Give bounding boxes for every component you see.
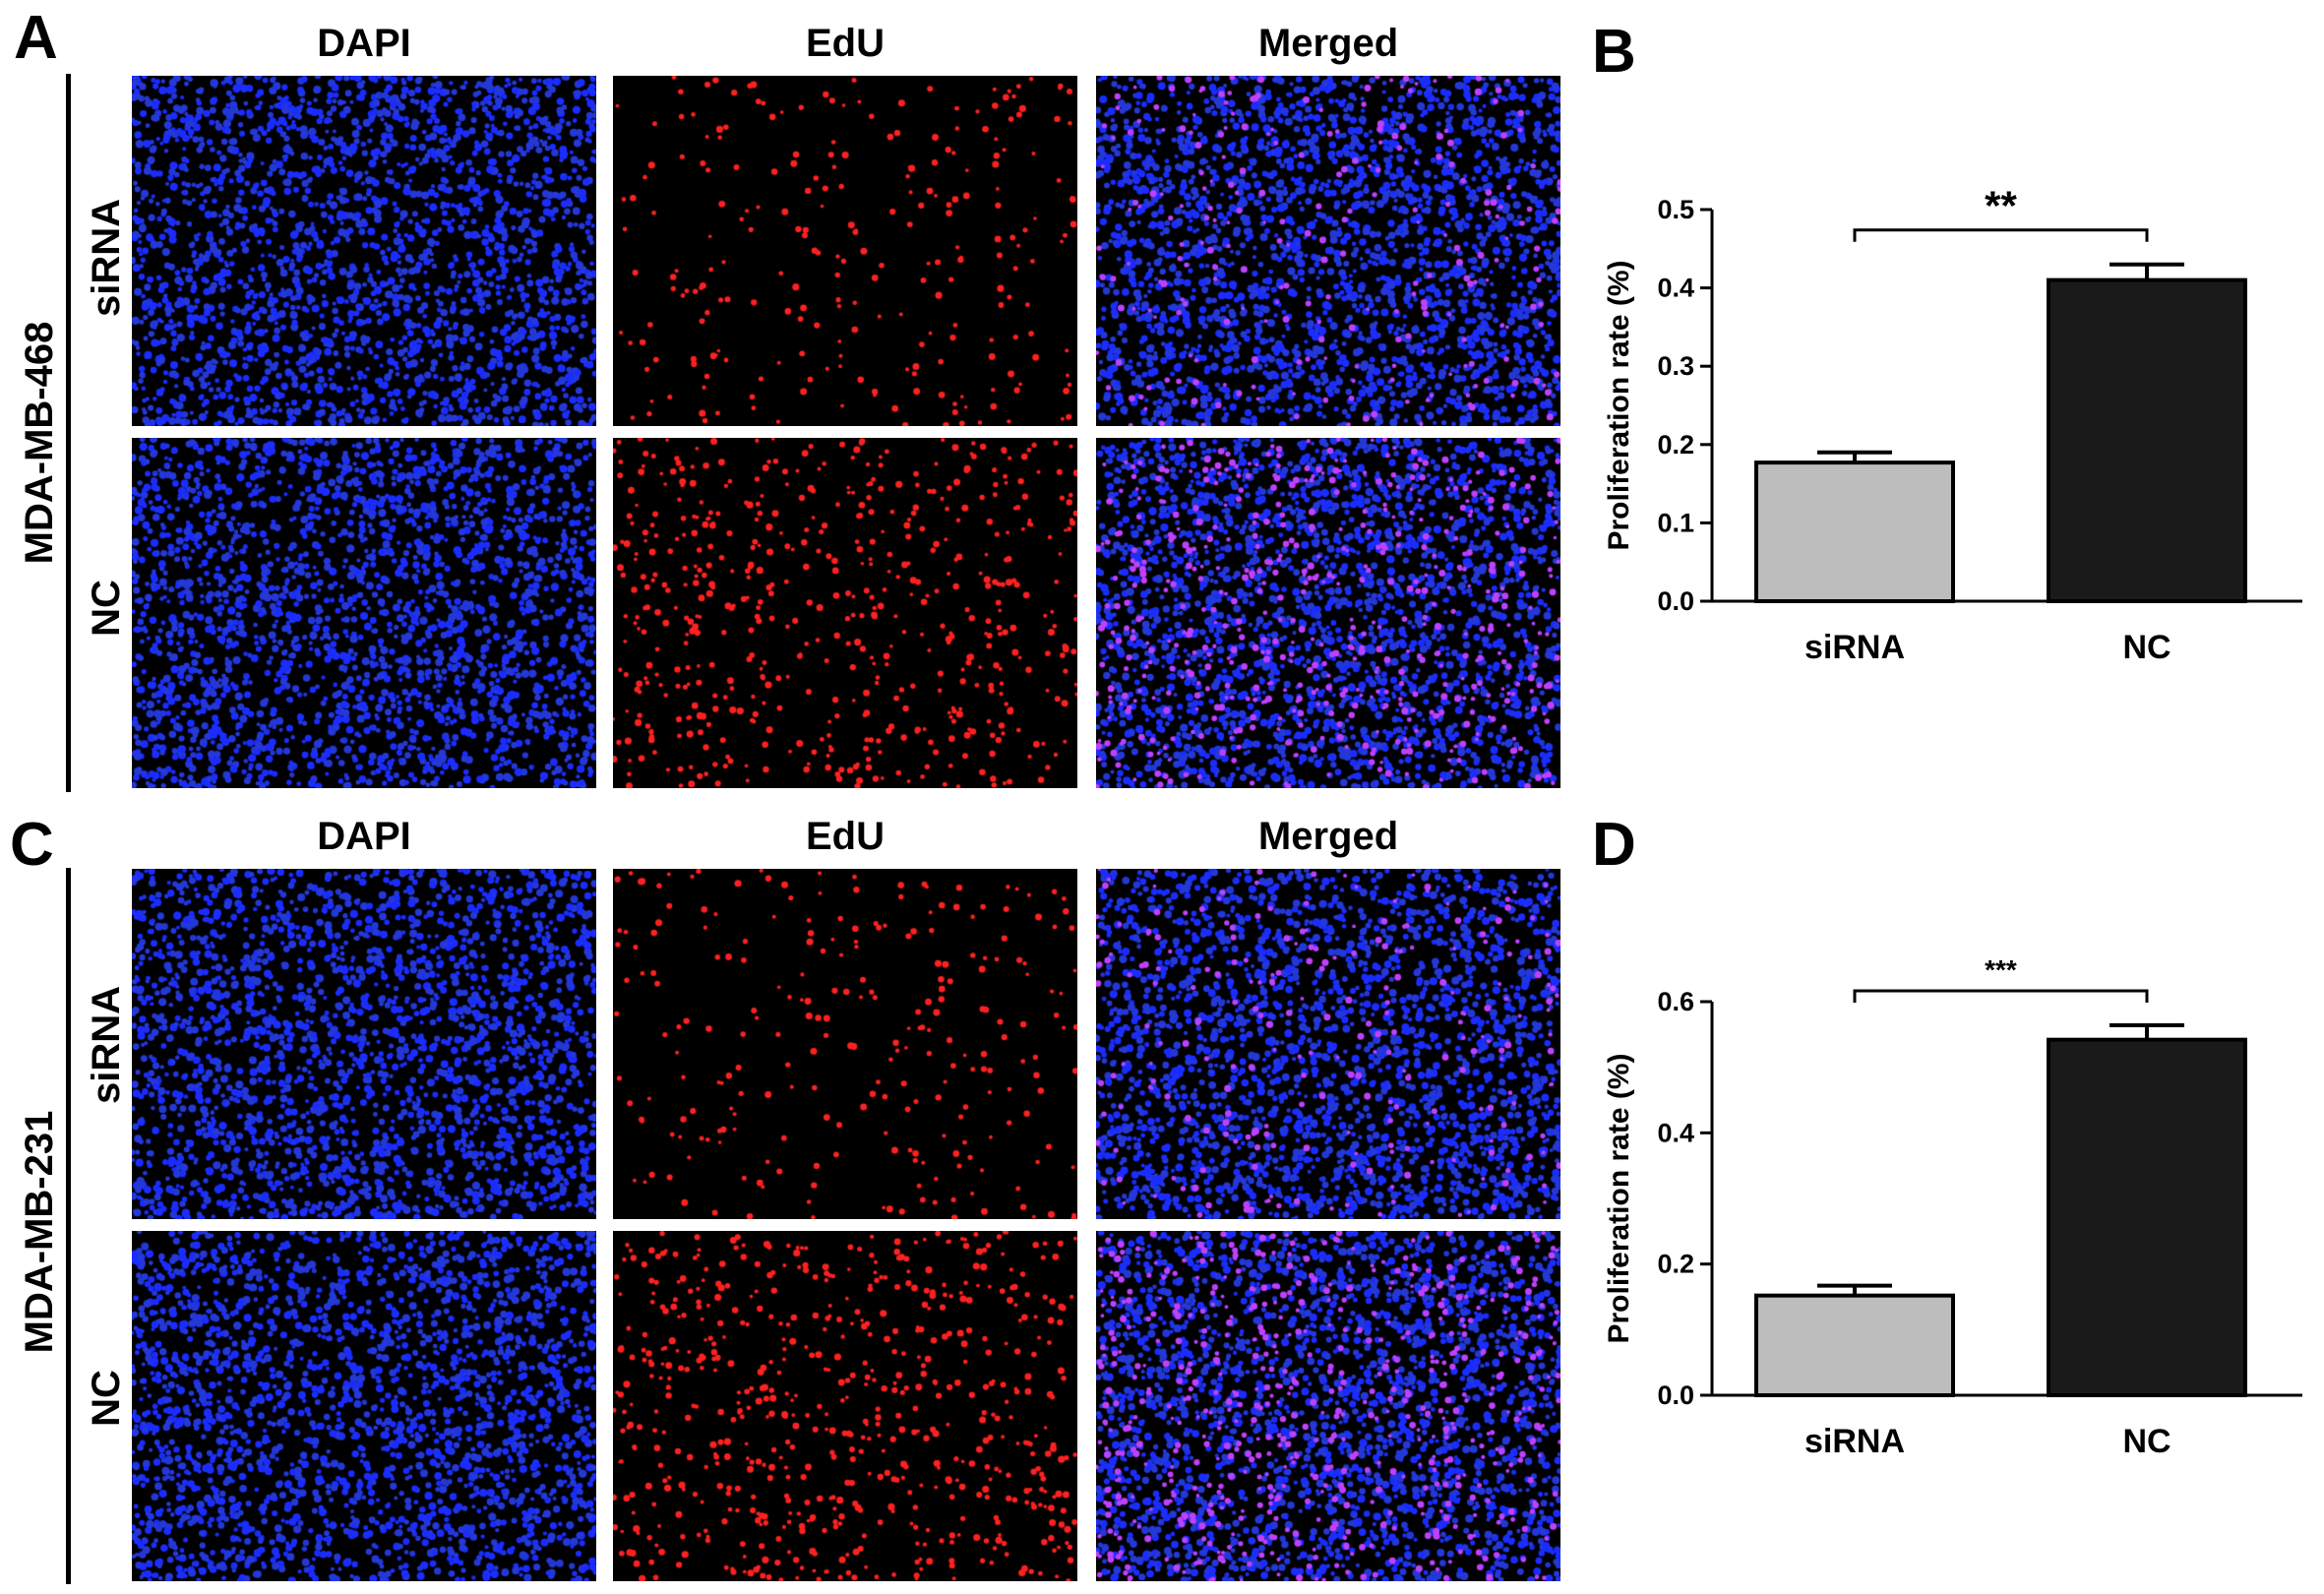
column-header-edu-a: EdU xyxy=(806,22,885,65)
column-header-merged-c: Merged xyxy=(1257,815,1399,858)
image-edu-nc-c xyxy=(613,1231,1077,1581)
image-edu-sirna-c xyxy=(613,869,1077,1219)
image-dapi-sirna-a xyxy=(132,76,596,426)
y-tick-label: 0.0 xyxy=(1657,586,1694,616)
panel-letter-a: A xyxy=(14,4,58,72)
row-label-nc-c: NC xyxy=(85,1370,128,1427)
image-merged-sirna-c xyxy=(1096,869,1560,1219)
y-tick-label: 0.5 xyxy=(1657,195,1694,224)
y-axis-label: Proliferation rate (%) xyxy=(1603,1053,1635,1343)
cell-line-label-c: MDA-MB-231 xyxy=(18,1110,61,1354)
cell-line-label-a: MDA-MB-468 xyxy=(18,321,61,565)
column-header-edu-c: EdU xyxy=(806,815,885,858)
significance-bracket xyxy=(1853,228,2149,242)
column-header-merged-a: Merged xyxy=(1257,22,1399,65)
cell-line-bracket-a xyxy=(66,74,71,792)
bar-chart-d: 0.0 0.2 0.4 0.6 Proliferation rate (%) siRNA N… xyxy=(1603,954,2302,1460)
significance-bracket xyxy=(1853,989,2149,1003)
panel-letter-c: C xyxy=(10,811,54,879)
panel-letter-b: B xyxy=(1592,18,1636,86)
column-header-dapi-a: DAPI xyxy=(317,22,411,65)
y-tick-label: 0.2 xyxy=(1657,430,1694,460)
x-tick-label: NC xyxy=(2122,629,2171,666)
y-tick-label: 0.4 xyxy=(1657,1118,1694,1147)
y-axis-label: Proliferation rate (%) xyxy=(1603,260,1635,550)
image-merged-sirna-a xyxy=(1096,76,1560,426)
image-merged-nc-c xyxy=(1096,1231,1560,1581)
significance-label: ** xyxy=(1985,183,2017,229)
image-merged-nc-a xyxy=(1096,438,1560,788)
bar-sirna xyxy=(1754,460,1955,603)
bar-chart-b: 0.0 0.1 0.2 0.3 0.4 0.5 Proliferation rate (%)… xyxy=(1603,183,2302,666)
row-label-nc-a: NC xyxy=(85,580,128,637)
bar-sirna xyxy=(1754,1293,1955,1397)
x-tick-label: siRNA xyxy=(1804,1423,1905,1460)
y-tick-label: 0.2 xyxy=(1657,1250,1694,1279)
image-edu-sirna-a xyxy=(613,76,1077,426)
bar-nc xyxy=(2047,277,2247,603)
y-tick-label: 0.0 xyxy=(1657,1380,1694,1410)
image-dapi-sirna-c xyxy=(132,869,596,1219)
x-tick-label: siRNA xyxy=(1804,629,1905,666)
panel-letter-d: D xyxy=(1592,811,1636,879)
image-dapi-nc-c xyxy=(132,1231,596,1581)
image-dapi-nc-a xyxy=(132,438,596,788)
y-tick-label: 0.1 xyxy=(1657,508,1694,537)
y-tick-label: 0.6 xyxy=(1657,987,1694,1016)
row-label-sirna-c: siRNA xyxy=(85,985,128,1105)
row-label-sirna-a: siRNA xyxy=(85,198,128,318)
cell-line-bracket-c xyxy=(66,868,71,1584)
image-edu-nc-a xyxy=(613,438,1077,788)
y-tick-label: 0.3 xyxy=(1657,351,1694,381)
x-tick-label: NC xyxy=(2122,1423,2171,1460)
y-tick-label: 0.4 xyxy=(1657,274,1694,303)
significance-label: *** xyxy=(1985,954,2017,985)
bar-nc xyxy=(2047,1037,2247,1398)
column-header-dapi-c: DAPI xyxy=(317,815,411,858)
